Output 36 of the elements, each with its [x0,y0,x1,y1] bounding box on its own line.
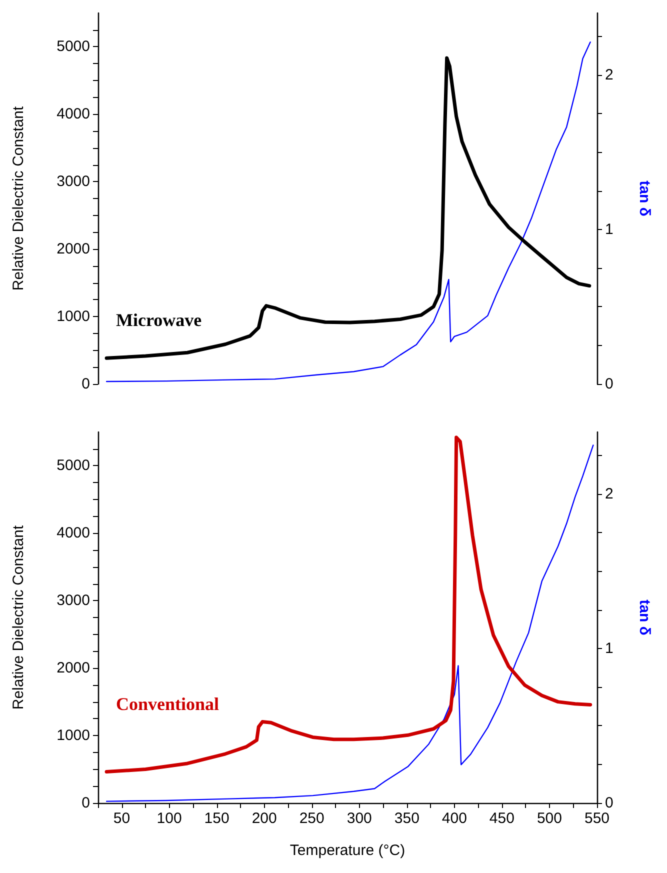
y2-tick-label: 2 [605,485,614,502]
x-tick-label: 250 [299,810,324,827]
y2-tick-label: 0 [605,376,614,392]
y-tick-label: 2000 [56,660,90,677]
y2-tick-label: 1 [605,220,614,238]
x-tick-label: 100 [156,810,182,827]
x-tick-label: 150 [204,810,230,827]
y-tick-label: 5000 [56,38,90,56]
y-tick-label: 0 [82,794,90,812]
y-tick-label: 4000 [56,106,90,123]
x-tick-label: 50 [113,810,130,827]
x-tick-label: 300 [346,810,372,827]
y2-axis-title: tan δ [636,600,653,636]
y2-tick-label: 2 [605,66,614,84]
y2-axis-title: tan δ [636,180,653,216]
y-tick-label: 4000 [56,524,90,542]
text: Conventional [116,694,220,714]
series-label: Microwave [116,310,202,330]
x-tick-label: 550 [584,810,610,827]
y-tick-label: 1000 [56,727,90,744]
y-axis-title: Relative Dielectric Constant [10,524,27,710]
y2-tick-label: 1 [605,640,614,657]
y-tick-label: 0 [82,376,90,392]
y-tick-label: 5000 [56,457,90,474]
y-tick-label: 3000 [56,173,90,190]
y-axis-title: Relative Dielectric Constant [10,106,27,291]
y-tick-label: 3000 [56,592,90,610]
y-tick-label: 2000 [56,240,90,258]
y-tick-label: 1000 [56,308,90,326]
x-tick-label: 200 [252,810,277,827]
x-axis-title: Temperature (°C) [290,842,406,859]
x-tick-label: 400 [442,810,467,827]
x-tick-label: 350 [394,810,420,827]
x-tick-label: 500 [536,810,562,827]
x-tick-label: 450 [489,810,514,827]
y2-tick-label: 0 [605,794,614,812]
